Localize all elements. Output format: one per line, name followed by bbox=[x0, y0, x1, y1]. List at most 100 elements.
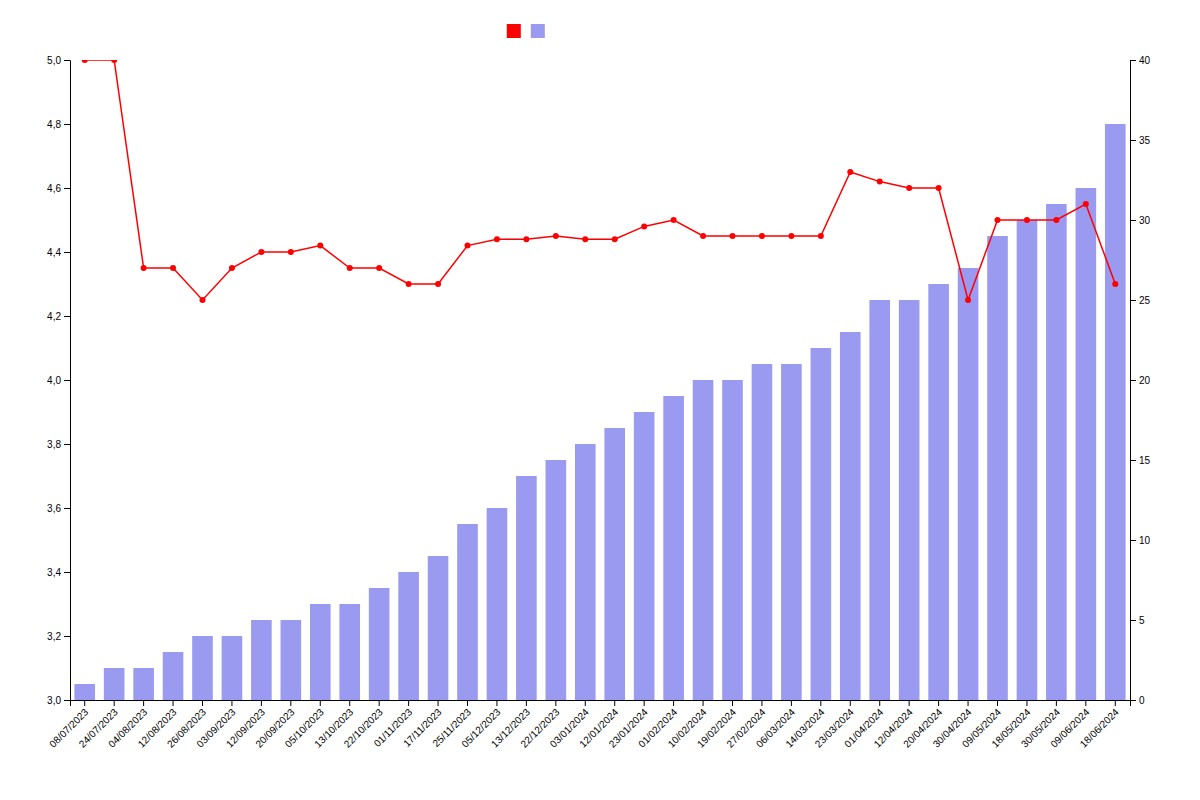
bar bbox=[251, 620, 272, 700]
axis-domain bbox=[1131, 61, 1137, 701]
marker bbox=[671, 217, 677, 223]
tick-mark bbox=[997, 700, 998, 706]
tick-mark bbox=[1130, 700, 1136, 701]
bar bbox=[104, 668, 125, 700]
tick: 5 bbox=[1130, 615, 1145, 626]
tick-mark bbox=[290, 700, 291, 706]
tick-mark bbox=[379, 700, 380, 706]
tick: 3,2 bbox=[47, 631, 70, 642]
marker bbox=[347, 265, 353, 271]
tick-mark bbox=[349, 700, 350, 706]
bar bbox=[1017, 220, 1038, 700]
bar bbox=[781, 364, 802, 700]
bar bbox=[516, 476, 537, 700]
tick-mark bbox=[64, 444, 70, 445]
bar bbox=[1046, 204, 1067, 700]
tick: 4,4 bbox=[47, 247, 70, 258]
tick: 15 bbox=[1130, 455, 1151, 466]
bar bbox=[1076, 188, 1097, 700]
tick-mark bbox=[202, 700, 203, 706]
tick-mark bbox=[1130, 140, 1136, 141]
tick-label: 30 bbox=[1139, 215, 1151, 226]
tick-label: 3,2 bbox=[47, 631, 61, 642]
marker bbox=[553, 233, 559, 239]
tick-mark bbox=[968, 700, 969, 706]
y2-axis: 0 5 10 15 20 25 30 35 40 bbox=[1130, 55, 1151, 706]
bar bbox=[958, 268, 979, 700]
tick-label: 35 bbox=[1139, 135, 1151, 146]
tick-mark bbox=[320, 700, 321, 706]
tick-mark bbox=[644, 700, 645, 706]
line bbox=[85, 60, 1116, 300]
tick-mark bbox=[64, 636, 70, 637]
tick-label: 3,4 bbox=[47, 567, 61, 578]
marker bbox=[200, 297, 206, 303]
tick-mark bbox=[114, 700, 115, 706]
tick-mark bbox=[64, 188, 70, 189]
tick: 40 bbox=[1130, 55, 1151, 66]
bar bbox=[811, 348, 832, 700]
marker bbox=[965, 297, 971, 303]
tick-mark bbox=[1130, 380, 1136, 381]
tick-label: 15 bbox=[1139, 455, 1151, 466]
bar bbox=[604, 428, 625, 700]
tick-mark bbox=[1130, 60, 1136, 61]
marker bbox=[170, 265, 176, 271]
tick-mark bbox=[909, 700, 910, 706]
tick-label: 0 bbox=[1139, 695, 1145, 706]
tick-mark bbox=[64, 124, 70, 125]
tick-mark bbox=[820, 700, 821, 706]
tick-mark bbox=[850, 700, 851, 706]
marker bbox=[995, 217, 1001, 223]
tick-mark bbox=[64, 60, 70, 61]
marker bbox=[759, 233, 765, 239]
tick: 5,0 bbox=[47, 55, 70, 66]
marker bbox=[1024, 217, 1030, 223]
tick-mark bbox=[143, 700, 144, 706]
tick: 30 bbox=[1130, 215, 1151, 226]
legend bbox=[507, 24, 545, 38]
tick-mark bbox=[761, 700, 762, 706]
y-axis: 3,03,23,43,63,84,04,24,44,64,85,0 bbox=[47, 55, 70, 706]
bar bbox=[192, 636, 213, 700]
tick-mark bbox=[84, 700, 85, 706]
tick: 4,2 bbox=[47, 311, 70, 322]
tick-mark bbox=[526, 700, 527, 706]
marker bbox=[1053, 217, 1059, 223]
tick-label: 18/06/2024 bbox=[1078, 706, 1121, 749]
tick-mark bbox=[1130, 220, 1136, 221]
marker bbox=[494, 236, 500, 242]
tick: 25 bbox=[1130, 295, 1151, 306]
tick-label: 3,6 bbox=[47, 503, 61, 514]
tick-mark bbox=[173, 700, 174, 706]
bar bbox=[457, 524, 478, 700]
axis-domain bbox=[64, 61, 71, 701]
marker bbox=[141, 265, 147, 271]
bar bbox=[339, 604, 360, 700]
tick-mark bbox=[1130, 460, 1136, 461]
tick: 4,8 bbox=[47, 119, 70, 130]
marker bbox=[906, 185, 912, 191]
tick-mark bbox=[64, 252, 70, 253]
tick-mark bbox=[1130, 300, 1136, 301]
bar bbox=[487, 508, 508, 700]
tick: 18/06/2024 bbox=[1078, 700, 1121, 750]
marker bbox=[612, 236, 618, 242]
marker bbox=[582, 236, 588, 242]
bar bbox=[663, 396, 684, 700]
chart: 08/07/202324/07/202304/08/202312/08/2023… bbox=[0, 0, 1200, 800]
tick-mark bbox=[1115, 700, 1116, 706]
marker bbox=[847, 169, 853, 175]
markers bbox=[82, 60, 1119, 303]
tick-mark bbox=[938, 700, 939, 706]
bar bbox=[722, 380, 743, 700]
marker bbox=[288, 249, 294, 255]
marker bbox=[111, 60, 117, 63]
tick-label: 5,0 bbox=[47, 55, 61, 66]
tick: 20 bbox=[1130, 375, 1151, 386]
bar bbox=[575, 444, 596, 700]
tick-label: 10 bbox=[1139, 535, 1151, 546]
tick-label: 4,4 bbox=[47, 247, 61, 258]
tick-mark bbox=[1056, 700, 1057, 706]
bar bbox=[752, 364, 773, 700]
